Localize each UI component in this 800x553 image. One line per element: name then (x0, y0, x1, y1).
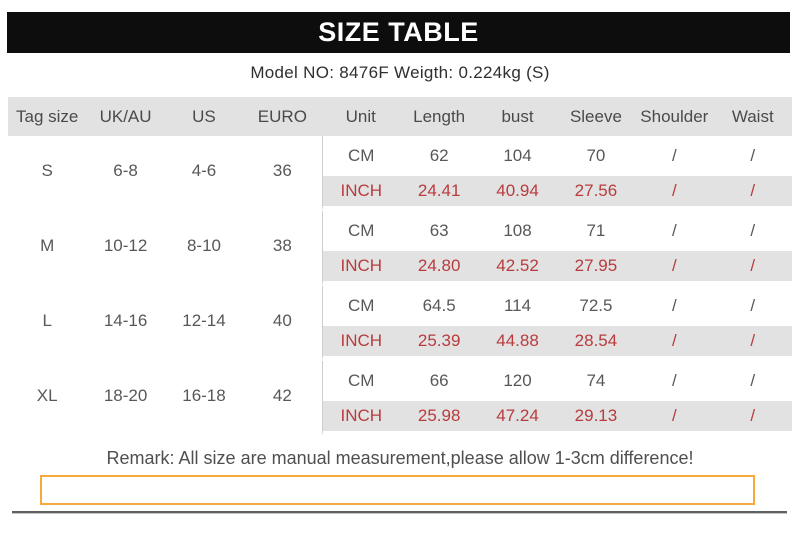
waist-cell: / (713, 211, 792, 251)
uk-au-cell: 10-12 (86, 211, 165, 286)
size-table-body: S 6-8 4-6 36 CM 62 104 70 / / INCH 24.41… (8, 136, 792, 436)
unit-cell: CM (321, 211, 400, 251)
us-cell: 12-14 (164, 286, 244, 361)
length-cell: 62 (399, 136, 479, 176)
model-info: Model NO: 8476F Weigth: 0.224kg (S) (250, 63, 550, 82)
length-cell: 24.41 (399, 176, 479, 211)
unit-cell: CM (321, 286, 400, 326)
uk-au-cell: 6-8 (86, 136, 165, 211)
row-l-inch: INCH 25.39 44.88 28.54 / / (8, 326, 792, 361)
row-s-cm: S 6-8 4-6 36 CM 62 104 70 / / (8, 136, 792, 211)
sleeve-cell: 71 (556, 211, 636, 251)
row-xl-inch: INCH 25.98 47.24 29.13 / / (8, 401, 792, 436)
title-bar: SIZE TABLE (7, 12, 790, 53)
euro-cell: 36 (243, 136, 322, 211)
header-cell-waist: Waist (713, 97, 792, 136)
sleeve-cell: 70 (556, 136, 636, 176)
row-m-cm: M 10-12 8-10 38 CM 63 108 71 / / (8, 211, 792, 286)
waist-cell: / (713, 251, 792, 286)
bust-cell: 104 (478, 136, 557, 176)
tag-size-cell: S (8, 136, 87, 211)
bottom-rule (12, 511, 787, 513)
header-cell-bust: bust (478, 97, 557, 136)
uk-au-cell: 18-20 (86, 361, 165, 436)
uk-au-cell: 14-16 (86, 286, 165, 361)
bust-cell: 120 (478, 361, 557, 401)
waist-cell: / (713, 361, 792, 401)
length-cell: 64.5 (399, 286, 479, 326)
size-table: Tag size UK/AU US EURO Unit Length bust … (8, 97, 792, 436)
shoulder-cell: / (635, 326, 714, 361)
euro-cell: 42 (243, 361, 322, 436)
size-table-header: Tag size UK/AU US EURO Unit Length bust … (8, 97, 792, 136)
header-cell-uk-au: UK/AU (86, 97, 165, 136)
length-cell: 66 (399, 361, 479, 401)
bust-cell: 42.52 (478, 251, 557, 286)
tag-size-cell: M (8, 211, 87, 286)
waist-cell: / (713, 326, 792, 361)
sleeve-cell: 29.13 (556, 401, 636, 436)
unit-cell: INCH (321, 176, 400, 211)
unit-cell: INCH (321, 326, 400, 361)
euro-cell: 40 (243, 286, 322, 361)
sleeve-cell: 28.54 (556, 326, 636, 361)
euro-cell: 38 (243, 211, 322, 286)
bust-cell: 40.94 (478, 176, 557, 211)
length-cell: 24.80 (399, 251, 479, 286)
tag-size-cell: L (8, 286, 87, 361)
sleeve-cell: 74 (556, 361, 636, 401)
shoulder-cell: / (635, 251, 714, 286)
bust-cell: 44.88 (478, 326, 557, 361)
length-cell: 25.98 (399, 401, 479, 436)
shoulder-cell: / (635, 136, 714, 176)
page-title: SIZE TABLE (318, 17, 479, 47)
waist-cell: / (713, 136, 792, 176)
header-cell-us: US (164, 97, 244, 136)
header-cell-shoulder: Shoulder (635, 97, 714, 136)
remark-text: Remark: All size are manual measurement,… (106, 448, 694, 468)
bust-cell: 108 (478, 211, 557, 251)
header-row: Tag size UK/AU US EURO Unit Length bust … (8, 97, 792, 136)
row-s-inch: INCH 24.41 40.94 27.56 / / (8, 176, 792, 211)
row-m-inch: INCH 24.80 42.52 27.95 / / (8, 251, 792, 286)
unit-cell: INCH (321, 251, 400, 286)
waist-cell: / (713, 401, 792, 436)
header-cell-sleeve: Sleeve (556, 97, 636, 136)
unit-cell: INCH (321, 401, 400, 436)
sleeve-cell: 27.56 (556, 176, 636, 211)
shoulder-cell: / (635, 361, 714, 401)
sleeve-cell: 72.5 (556, 286, 636, 326)
us-cell: 8-10 (164, 211, 244, 286)
waist-cell: / (713, 286, 792, 326)
row-l-cm: L 14-16 12-14 40 CM 64.5 114 72.5 / / (8, 286, 792, 361)
shoulder-cell: / (635, 176, 714, 211)
bust-cell: 114 (478, 286, 557, 326)
us-cell: 16-18 (164, 361, 244, 436)
header-cell-euro: EURO (243, 97, 322, 136)
header-cell-tag-size: Tag size (8, 97, 87, 136)
header-cell-length: Length (399, 97, 479, 136)
shoulder-cell: / (635, 286, 714, 326)
unit-cell: CM (321, 361, 400, 401)
shoulder-cell: / (635, 401, 714, 436)
row-xl-cm: XL 18-20 16-18 42 CM 66 120 74 / / (8, 361, 792, 436)
unit-cell: CM (321, 136, 400, 176)
header-cell-unit: Unit (321, 97, 400, 136)
bust-cell: 47.24 (478, 401, 557, 436)
waist-cell: / (713, 176, 792, 211)
length-cell: 25.39 (399, 326, 479, 361)
sleeve-cell: 27.95 (556, 251, 636, 286)
tag-size-cell: XL (8, 361, 87, 436)
length-cell: 63 (399, 211, 479, 251)
highlight-box (40, 475, 755, 505)
us-cell: 4-6 (164, 136, 244, 211)
shoulder-cell: / (635, 211, 714, 251)
